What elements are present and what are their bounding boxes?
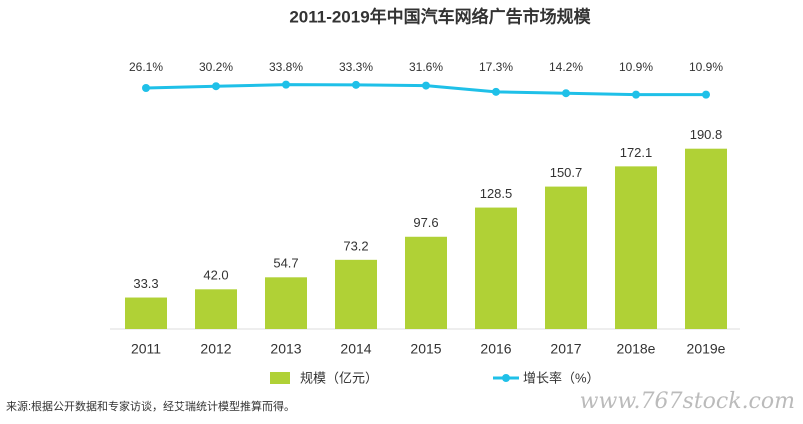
line-value-label: 10.9% xyxy=(689,60,723,74)
bar-value-label: 128.5 xyxy=(480,186,513,201)
bar xyxy=(265,277,307,329)
legend-label: 增长率（%） xyxy=(523,370,600,385)
legend-label: 规模（亿元） xyxy=(300,370,378,385)
line-value-label: 14.2% xyxy=(549,60,583,74)
line-value-label: 17.3% xyxy=(479,60,513,74)
x-tick-label: 2013 xyxy=(270,341,301,357)
bar xyxy=(405,236,447,329)
bar xyxy=(335,259,377,329)
line-point xyxy=(702,90,710,99)
x-tick-label: 2017 xyxy=(550,341,581,357)
legend-swatch xyxy=(270,372,290,384)
line-point xyxy=(212,82,220,91)
line-value-label: 33.3% xyxy=(339,60,373,74)
bar-value-label: 33.3 xyxy=(133,276,158,291)
bar xyxy=(685,148,727,329)
chart-title: 2011-2019年中国汽车网络广告市场规模 xyxy=(289,6,591,26)
line-point xyxy=(632,90,640,99)
line-point xyxy=(422,81,430,90)
line-value-label: 10.9% xyxy=(619,60,653,74)
bar-value-label: 97.6 xyxy=(413,215,438,230)
bar-value-label: 190.8 xyxy=(690,127,723,142)
line-value-label: 30.2% xyxy=(199,60,233,74)
bar-value-label: 172.1 xyxy=(620,145,653,160)
line-point xyxy=(492,87,500,96)
bar xyxy=(475,207,517,329)
line-value-label: 31.6% xyxy=(409,60,443,74)
bar-value-label: 54.7 xyxy=(273,256,298,271)
bar-value-label: 42.0 xyxy=(203,268,228,283)
bar xyxy=(195,289,237,329)
line-point xyxy=(352,80,360,89)
x-tick-label: 2016 xyxy=(480,341,511,357)
bar xyxy=(615,166,657,329)
x-tick-label: 2019e xyxy=(687,341,726,357)
x-tick-label: 2018e xyxy=(617,341,656,357)
line-value-label: 26.1% xyxy=(129,60,163,74)
x-tick-label: 2012 xyxy=(200,341,231,357)
source-note: 来源:根据公开数据和专家访谈，经艾瑞统计模型推算而得。 xyxy=(6,399,295,413)
bar xyxy=(125,297,167,329)
bar-value-label: 150.7 xyxy=(550,165,583,180)
bar xyxy=(545,186,587,329)
legend-swatch xyxy=(502,374,510,382)
line-point xyxy=(282,80,290,89)
x-tick-label: 2015 xyxy=(410,341,441,357)
watermark: www.767stock.com xyxy=(580,389,795,414)
x-tick-label: 2011 xyxy=(131,341,161,357)
x-tick-label: 2014 xyxy=(340,341,371,357)
line-value-label: 33.8% xyxy=(269,60,303,74)
line-point xyxy=(142,83,150,92)
line-point xyxy=(562,89,570,98)
bar-value-label: 73.2 xyxy=(343,238,368,253)
